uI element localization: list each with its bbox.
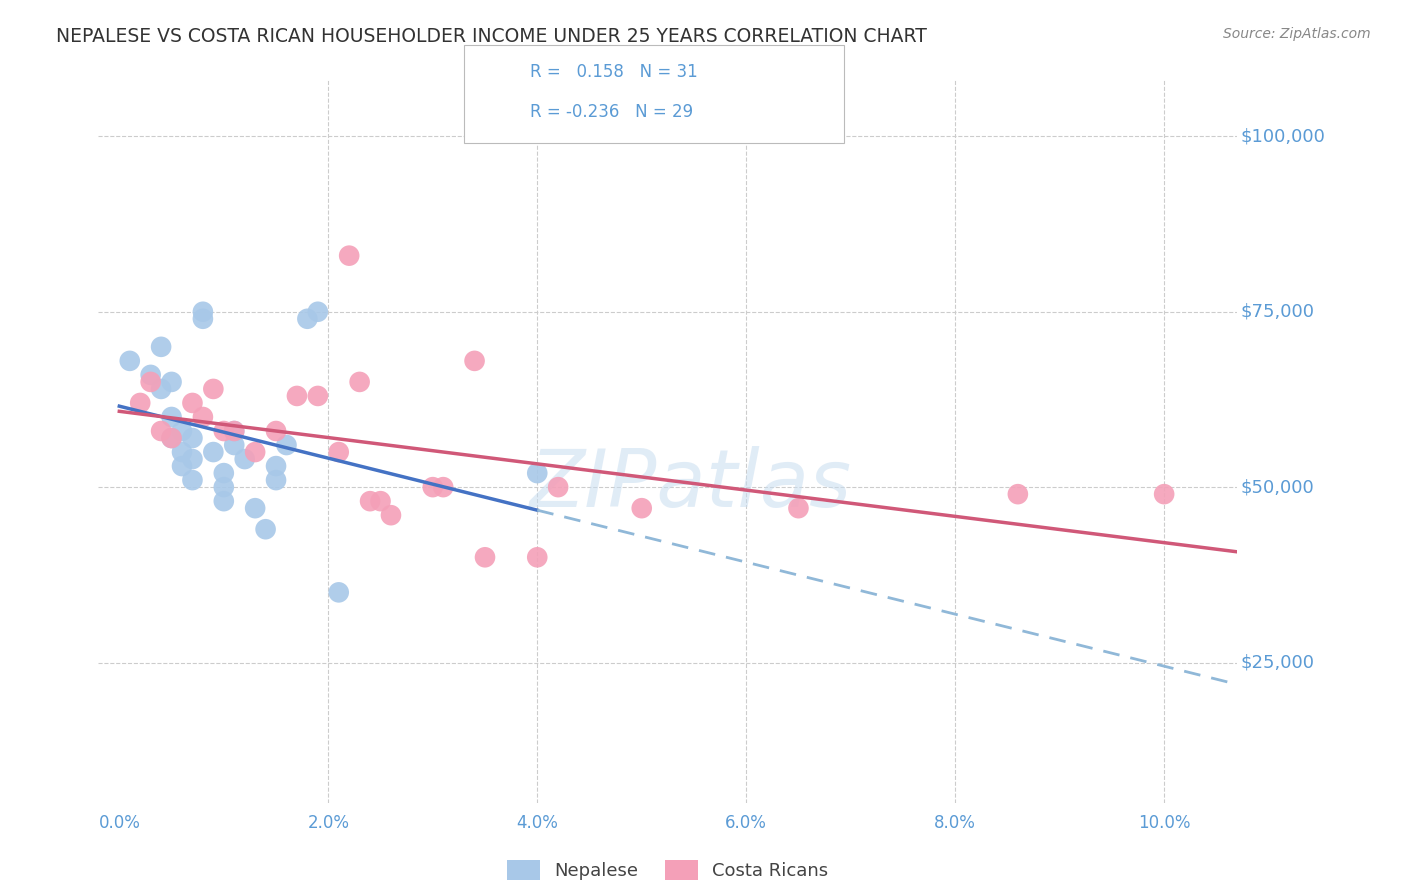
Text: Source: ZipAtlas.com: Source: ZipAtlas.com: [1223, 27, 1371, 41]
Point: [526, 550, 548, 565]
Point: [129, 396, 152, 410]
Point: [160, 431, 183, 445]
Point: [422, 480, 444, 494]
Point: [150, 382, 173, 396]
Point: [254, 522, 277, 536]
Point: [170, 459, 193, 474]
Point: [170, 445, 193, 459]
Point: [526, 466, 548, 480]
Point: [1007, 487, 1029, 501]
Point: [160, 375, 183, 389]
Point: [181, 396, 204, 410]
Point: [349, 375, 371, 389]
Point: [359, 494, 381, 508]
Point: [224, 424, 246, 438]
Point: [202, 445, 225, 459]
Point: [212, 466, 235, 480]
Point: [191, 305, 214, 319]
Text: $75,000: $75,000: [1240, 302, 1315, 321]
Point: [243, 501, 266, 516]
Point: [170, 424, 193, 438]
Point: [1153, 487, 1175, 501]
Point: [139, 375, 162, 389]
Text: $25,000: $25,000: [1240, 654, 1315, 672]
Point: [337, 249, 360, 263]
Point: [160, 431, 183, 445]
Point: [370, 494, 392, 508]
Point: [150, 340, 173, 354]
Point: [787, 501, 810, 516]
Point: [224, 424, 246, 438]
Point: [307, 305, 329, 319]
Point: [328, 445, 350, 459]
Point: [181, 452, 204, 467]
Point: [630, 501, 652, 516]
Point: [285, 389, 308, 403]
Point: [202, 382, 225, 396]
Point: [224, 438, 246, 452]
Point: [547, 480, 569, 494]
Point: [474, 550, 496, 565]
Point: [150, 424, 173, 438]
Text: $50,000: $50,000: [1240, 478, 1315, 496]
Point: [212, 494, 235, 508]
Point: [181, 431, 204, 445]
Point: [160, 409, 183, 424]
Point: [264, 459, 287, 474]
Point: [264, 424, 287, 438]
Text: R = -0.236   N = 29: R = -0.236 N = 29: [530, 103, 693, 121]
Point: [328, 585, 350, 599]
Point: [297, 311, 319, 326]
Text: $100,000: $100,000: [1240, 128, 1326, 145]
Point: [380, 508, 402, 523]
Point: [264, 473, 287, 487]
Point: [432, 480, 454, 494]
Point: [307, 389, 329, 403]
Point: [276, 438, 298, 452]
Point: [118, 354, 141, 368]
Point: [212, 480, 235, 494]
Point: [464, 354, 486, 368]
Point: [233, 452, 256, 467]
Point: [191, 409, 214, 424]
Point: [191, 311, 214, 326]
Legend: Nepalese, Costa Ricans: Nepalese, Costa Ricans: [501, 853, 835, 888]
Text: ZIPatlas: ZIPatlas: [530, 446, 852, 524]
Point: [139, 368, 162, 382]
Point: [212, 424, 235, 438]
Point: [243, 445, 266, 459]
Point: [181, 473, 204, 487]
Text: NEPALESE VS COSTA RICAN HOUSEHOLDER INCOME UNDER 25 YEARS CORRELATION CHART: NEPALESE VS COSTA RICAN HOUSEHOLDER INCO…: [56, 27, 927, 45]
Text: R =   0.158   N = 31: R = 0.158 N = 31: [530, 63, 697, 81]
